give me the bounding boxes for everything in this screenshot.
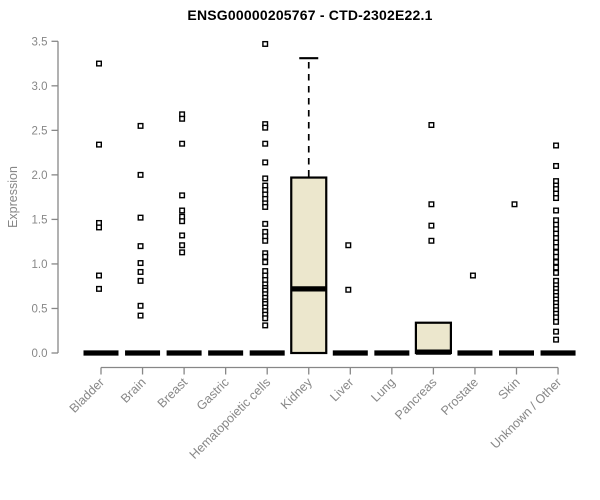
- x-category-label: Kidney: [278, 375, 315, 412]
- outlier-point: [179, 242, 186, 249]
- outlier-point: [262, 124, 269, 131]
- outlier-point: [137, 243, 144, 250]
- outlier-point: [262, 140, 269, 147]
- x-category-label: Hematopoietic cells: [187, 375, 274, 462]
- outlier-point: [137, 122, 144, 129]
- outlier-point: [179, 192, 186, 199]
- outlier-point: [262, 203, 269, 210]
- outlier-point: [553, 142, 560, 149]
- outlier-point: [95, 60, 102, 67]
- x-category-label: Pancreas: [392, 375, 439, 422]
- outlier-point: [553, 244, 560, 251]
- outlier-point: [428, 237, 435, 244]
- y-tick-label: 1.0: [32, 259, 48, 271]
- outlier-point: [179, 249, 186, 256]
- y-tick-label: 1.5: [32, 214, 48, 226]
- outlier-point: [179, 140, 186, 147]
- outlier-point: [262, 40, 269, 47]
- outlier-point: [179, 207, 186, 214]
- outlier-point: [95, 141, 102, 148]
- y-tick-label: 3.0: [32, 81, 48, 93]
- outlier-point: [262, 315, 269, 322]
- outlier-point: [553, 259, 560, 266]
- x-category-label: Brain: [118, 375, 149, 406]
- outlier-point: [262, 220, 269, 227]
- x-category-label: Prostate: [438, 375, 481, 418]
- outlier-point: [511, 201, 518, 208]
- outlier-point: [553, 336, 560, 343]
- x-category-label: Gastric: [194, 375, 232, 413]
- y-tick-label: 0.5: [32, 303, 48, 315]
- outlier-point: [553, 264, 560, 271]
- outlier-point: [95, 224, 102, 231]
- box-kidney: [290, 176, 328, 355]
- outlier-point: [262, 159, 269, 166]
- box-pancreas: [414, 321, 452, 355]
- x-category-label: Lung: [368, 375, 398, 405]
- outlier-point: [95, 272, 102, 279]
- outlier-point: [553, 328, 560, 335]
- outlier-point: [137, 214, 144, 221]
- outlier-point: [345, 286, 352, 293]
- outlier-point: [553, 269, 560, 276]
- outlier-point: [179, 115, 186, 122]
- x-category-label: Unknown / Other: [488, 375, 564, 451]
- x-category-label: Bladder: [67, 375, 107, 415]
- x-category-label: Liver: [327, 375, 356, 404]
- outlier-point: [428, 122, 435, 129]
- outlier-point: [137, 277, 144, 284]
- y-tick-label: 2.5: [32, 125, 48, 137]
- outlier-point: [553, 162, 560, 169]
- outlier-point: [179, 232, 186, 239]
- outlier-point: [95, 285, 102, 292]
- x-category-label: Skin: [496, 375, 523, 402]
- outlier-point: [553, 318, 560, 325]
- outlier-point: [428, 201, 435, 208]
- y-tick-label: 0.0: [32, 348, 48, 360]
- outlier-point: [137, 268, 144, 275]
- y-tick-label: 3.5: [32, 36, 48, 48]
- outlier-point: [553, 195, 560, 202]
- outlier-point: [262, 253, 269, 260]
- outlier-point: [262, 237, 269, 244]
- outlier-point: [262, 322, 269, 329]
- outlier-point: [262, 259, 269, 266]
- x-category-label: Breast: [155, 375, 191, 411]
- outlier-point: [137, 302, 144, 309]
- y-tick-label: 2.0: [32, 170, 48, 182]
- outlier-point: [345, 242, 352, 249]
- outlier-point: [553, 207, 560, 214]
- chart-title: ENSG00000205767 - CTD-2302E22.1: [187, 7, 433, 23]
- outlier-point: [469, 272, 476, 279]
- outlier-point: [428, 222, 435, 229]
- outlier-point: [262, 175, 269, 182]
- outlier-point: [137, 312, 144, 319]
- outlier-point: [137, 171, 144, 178]
- outlier-point: [179, 218, 186, 225]
- outlier-point: [553, 253, 560, 260]
- outlier-point: [137, 260, 144, 267]
